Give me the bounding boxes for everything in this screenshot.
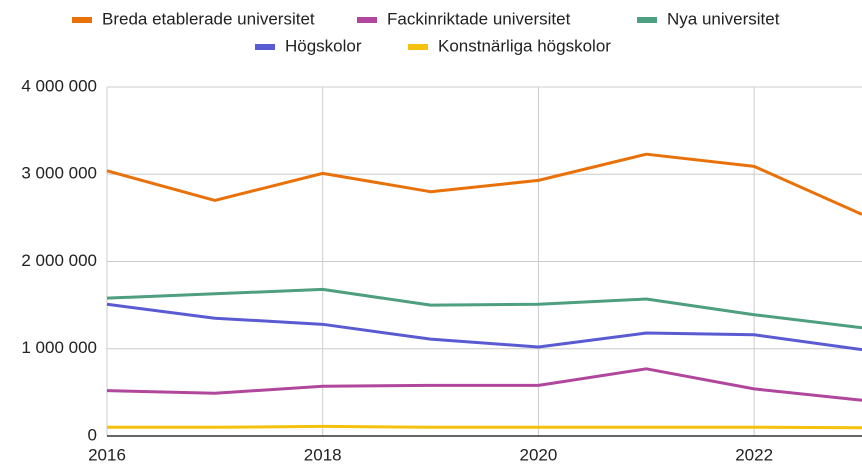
y-tick-label: 4 000 000 bbox=[21, 76, 97, 95]
y-tick-label: 1 000 000 bbox=[21, 338, 97, 357]
series-line bbox=[106, 367, 862, 402]
legend-label: Breda etablerade universitet bbox=[102, 9, 315, 28]
x-tick-label: 2022 bbox=[735, 445, 773, 464]
series-line bbox=[106, 152, 862, 216]
legend-label: Fackinriktade universitet bbox=[387, 9, 571, 28]
legend-label: Högskolor bbox=[285, 36, 362, 55]
y-tick-label: 0 bbox=[88, 425, 97, 444]
y-tick-label: 2 000 000 bbox=[21, 251, 97, 270]
series-line bbox=[106, 287, 862, 330]
legend-swatch bbox=[408, 44, 428, 50]
x-tick-label: 2018 bbox=[304, 445, 342, 464]
series-line bbox=[106, 302, 862, 352]
y-tick-label: 3 000 000 bbox=[21, 164, 97, 183]
x-tick-label: 2020 bbox=[520, 445, 558, 464]
legend-swatch bbox=[72, 17, 92, 23]
legend-swatch bbox=[357, 17, 377, 23]
legend-label: Konstnärliga högskolor bbox=[438, 36, 611, 55]
legend-label: Nya universitet bbox=[667, 9, 780, 28]
series-line bbox=[107, 424, 862, 430]
legend-swatch bbox=[255, 44, 275, 50]
legend-swatch bbox=[637, 17, 657, 23]
x-tick-label: 2016 bbox=[88, 445, 126, 464]
